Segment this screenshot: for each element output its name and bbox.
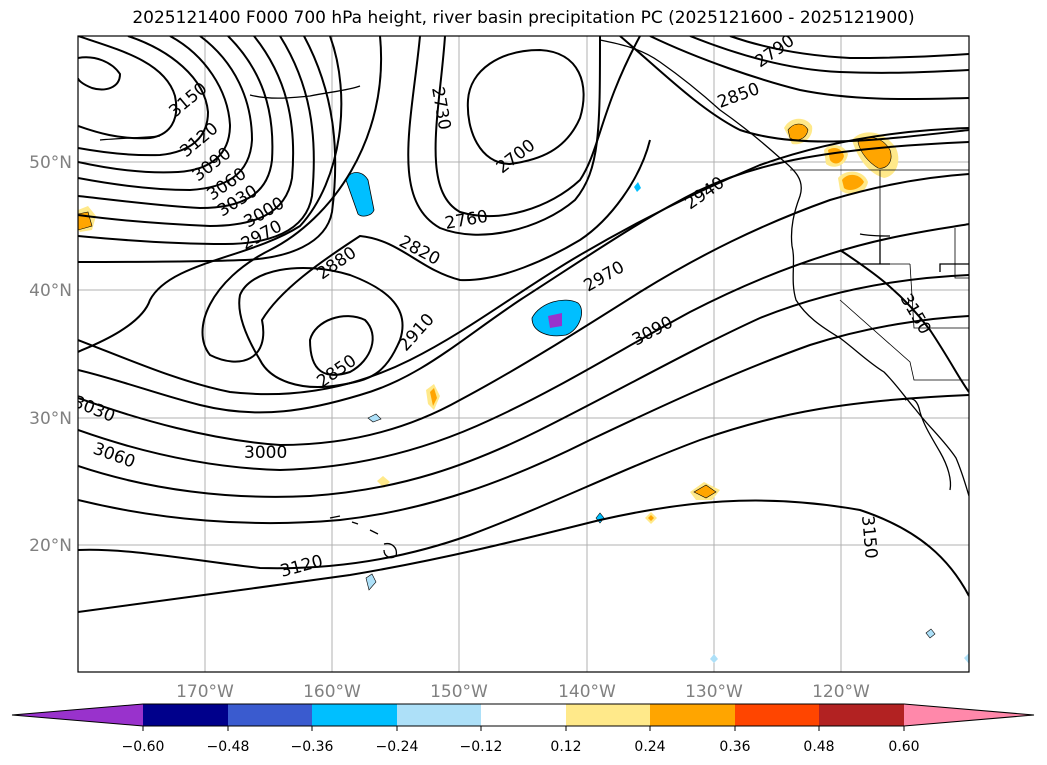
lat-label-50n: 50°N	[29, 153, 72, 173]
colorbar-segments	[11, 703, 1035, 727]
longitude-labels: 170°W 160°W 150°W 140°W 130°W 120°W	[176, 682, 870, 702]
colorbar-segment	[735, 704, 819, 726]
colorbar: −0.60 −0.48 −0.36 −0.24 −0.12 0.12 0.24 …	[11, 703, 1035, 755]
lon-label-170w: 170°W	[176, 682, 234, 702]
precip-negative-area	[964, 653, 969, 664]
colorbar-label: 0.60	[888, 739, 919, 755]
colorbar-label: 0.24	[634, 739, 665, 755]
precip-negative-area	[925, 628, 936, 639]
lat-label-40n: 40°N	[29, 281, 72, 301]
precip-positive-area	[693, 484, 717, 499]
lon-label-150w: 150°W	[430, 682, 488, 702]
colorbar-segment	[397, 704, 481, 726]
colorbar-label: −0.60	[122, 739, 165, 755]
lon-label-120w: 120°W	[812, 682, 870, 702]
colorbar-extend-low	[12, 704, 143, 726]
colorbar-label: 0.12	[550, 739, 581, 755]
map-frame	[77, 35, 970, 673]
precip-negative-area	[367, 413, 382, 423]
colorbar-extend-high	[904, 704, 1034, 726]
precip-negative-area	[634, 182, 641, 192]
precipitation-shading	[78, 118, 969, 664]
colorbar-label: −0.12	[460, 739, 503, 755]
coastlines	[99, 39, 969, 559]
colorbar-segment	[228, 704, 312, 726]
colorbar-segment	[566, 704, 650, 726]
colorbar-segment	[819, 704, 904, 726]
colorbar-segment	[650, 704, 735, 726]
precip-positive-area	[430, 388, 437, 406]
colorbar-labels: −0.60 −0.48 −0.36 −0.24 −0.12 0.12 0.24 …	[122, 739, 920, 755]
precip-strong-negative-area	[548, 313, 562, 328]
colorbar-label: −0.48	[207, 739, 250, 755]
colorbar-label: 0.36	[719, 739, 750, 755]
colorbar-label: −0.24	[376, 739, 419, 755]
lat-label-20n: 20°N	[29, 536, 72, 556]
precip-negative-area	[365, 573, 377, 591]
colorbar-label: 0.48	[803, 739, 834, 755]
lon-label-130w: 130°W	[685, 682, 743, 702]
colorbar-segment	[312, 704, 397, 726]
precip-positive-area	[648, 515, 654, 521]
map-title: 2025121400 F000 700 hPa height, river ba…	[132, 8, 915, 28]
colorbar-label: −0.36	[291, 739, 334, 755]
precip-negative-area	[345, 172, 375, 217]
lat-label-30n: 30°N	[29, 409, 72, 429]
height-contours	[78, 36, 969, 613]
colorbar-segment	[481, 704, 566, 726]
latitude-labels: 50°N 40°N 30°N 20°N	[29, 153, 72, 556]
colorbar-ticks	[142, 726, 905, 731]
precip-positive-area	[842, 174, 864, 190]
colorbar-segment	[143, 704, 228, 726]
state-borders	[790, 169, 969, 381]
contour-label: 3150	[857, 515, 881, 560]
precip-negative-area	[710, 654, 718, 663]
precip-positive-area	[857, 137, 892, 169]
contour-label: 3000	[244, 443, 287, 463]
lon-label-140w: 140°W	[558, 682, 616, 702]
lon-label-160w: 160°W	[303, 682, 361, 702]
